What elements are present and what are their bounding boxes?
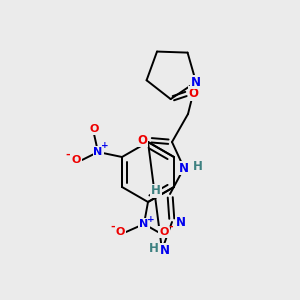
Text: -: - <box>169 222 173 232</box>
Text: N: N <box>191 76 201 88</box>
Text: N: N <box>160 244 170 256</box>
Text: O: O <box>159 227 169 237</box>
Text: O: O <box>115 227 125 237</box>
Text: N: N <box>93 147 103 157</box>
Text: H: H <box>149 242 159 256</box>
Text: +: + <box>147 214 155 224</box>
Text: O: O <box>137 134 147 146</box>
Text: N: N <box>179 161 189 175</box>
Text: -: - <box>66 150 70 160</box>
Text: N: N <box>140 219 148 229</box>
Text: O: O <box>71 155 81 165</box>
Text: -: - <box>111 222 115 232</box>
Text: +: + <box>101 140 109 149</box>
Text: H: H <box>151 184 161 197</box>
Text: O: O <box>189 87 199 100</box>
Text: H: H <box>193 160 203 172</box>
Text: N: N <box>176 217 186 230</box>
Text: O: O <box>89 124 99 134</box>
